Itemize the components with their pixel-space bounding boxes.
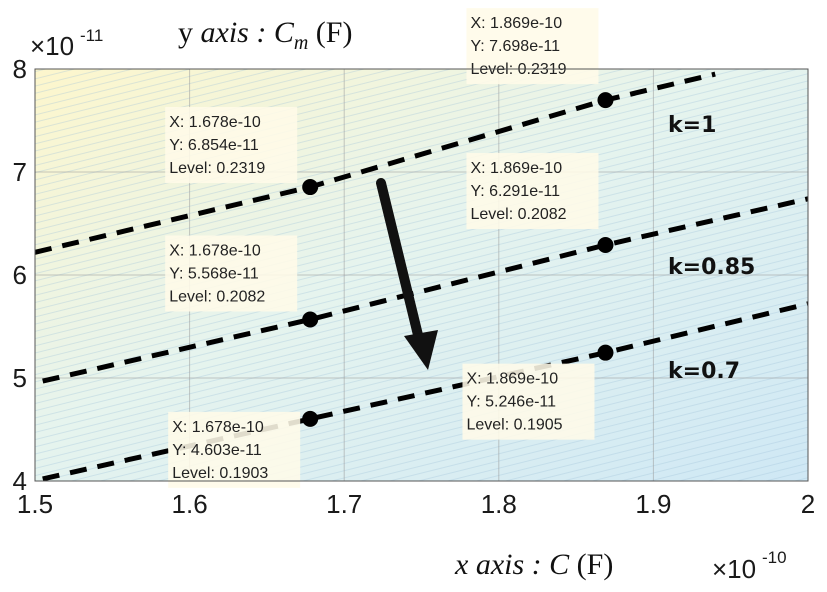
tick-labels: 1.5 1.6 1.7 1.8 1.9 2 4 5 6 7 8: [13, 54, 816, 519]
data-tip-line: Level: 0.1905: [466, 417, 562, 434]
x-tick-label: 1.5: [17, 489, 53, 519]
data-tip-line: X: 1.869e-10: [470, 15, 562, 32]
contour-line: [42, 301, 809, 482]
data-tip-box: [466, 153, 599, 230]
data-point-marker: [597, 344, 614, 361]
y-tick-label: 4: [13, 466, 27, 496]
data-tip-box: [466, 8, 599, 85]
y-axis-title: y axis : Cm (F): [178, 16, 352, 54]
data-point-marker: [302, 410, 319, 427]
x-tick-label: 1.6: [172, 489, 208, 519]
line-label-k07: k=0.7: [668, 359, 740, 384]
data-tip-line: Level: 0.2082: [470, 206, 566, 223]
data-tip-line: Y: 5.246e-11: [466, 394, 556, 411]
data-point-marker: [302, 311, 319, 328]
data-tip-line: X: 1.678e-10: [172, 419, 264, 436]
data-tip: X: 1.678e-10 Y: 6.854e-11 Level: 0.2319: [165, 107, 298, 184]
data-tip-line: X: 1.678e-10: [169, 242, 261, 259]
contour-lines: [34, 71, 809, 482]
y-multiplier: ×10 -11: [30, 26, 103, 61]
svg-text:×10: ×10: [712, 554, 756, 584]
data-tip-line: Level: 0.2319: [470, 61, 566, 78]
y-tick-label: 6: [13, 260, 27, 290]
data-tip: X: 1.678e-10 Y: 4.603e-11 Level: 0.1903: [168, 411, 301, 488]
data-tip-box: [168, 411, 301, 488]
y-tick-label: 5: [13, 363, 27, 393]
data-tip-line: Level: 0.2319: [169, 160, 265, 177]
data-tip-box: [165, 107, 298, 184]
data-tip-line: Y: 4.603e-11: [172, 442, 262, 459]
y-tick-label: 8: [13, 54, 27, 84]
x-axis-title: x axis : C (F): [454, 548, 613, 581]
data-tip: X: 1.869e-10 Y: 5.246e-11 Level: 0.1905: [462, 363, 595, 440]
x-tick-label: 1.7: [326, 489, 362, 519]
data-tip-line: Level: 0.1903: [172, 465, 268, 482]
data-tip: X: 1.869e-10 Y: 6.291e-11 Level: 0.2082: [466, 153, 599, 230]
svg-text:-10: -10: [762, 548, 787, 567]
svg-text:×10: ×10: [30, 31, 74, 61]
data-point-marker: [302, 179, 319, 196]
data-tip-line: Y: 6.854e-11: [169, 137, 259, 154]
contour-line: [42, 196, 809, 384]
data-tip-line: Y: 5.568e-11: [169, 265, 259, 282]
data-tip-line: X: 1.678e-10: [169, 114, 261, 131]
plot-frame: [34, 68, 809, 482]
data-tip-line: X: 1.869e-10: [470, 160, 562, 177]
contour-line: [34, 71, 716, 255]
y-tick-label: 7: [13, 157, 27, 187]
data-tip-line: Level: 0.2082: [169, 288, 265, 305]
data-tip-line: Y: 6.291e-11: [470, 183, 560, 200]
svg-text:-11: -11: [80, 26, 103, 45]
data-point-marker: [597, 237, 614, 254]
data-tip-line: X: 1.869e-10: [466, 371, 558, 388]
data-tip: X: 1.869e-10 Y: 7.698e-11 Level: 0.2319: [466, 8, 599, 85]
data-tip-box: [165, 235, 298, 312]
line-label-k1: k=1: [668, 113, 716, 138]
data-tip-box: [462, 363, 595, 440]
x-multiplier: ×10 -10: [712, 548, 787, 584]
downward-arrow: [376, 178, 438, 370]
line-label-k085: k=0.85: [668, 255, 755, 280]
x-tick-label: 1.9: [635, 489, 671, 519]
data-points: [302, 92, 614, 427]
x-tick-label: 2: [801, 489, 815, 519]
data-tip-line: Y: 7.698e-11: [470, 38, 560, 55]
x-tick-label: 1.8: [481, 489, 517, 519]
data-point-marker: [597, 92, 614, 109]
data-tip: X: 1.678e-10 Y: 5.568e-11 Level: 0.2082: [165, 235, 298, 312]
